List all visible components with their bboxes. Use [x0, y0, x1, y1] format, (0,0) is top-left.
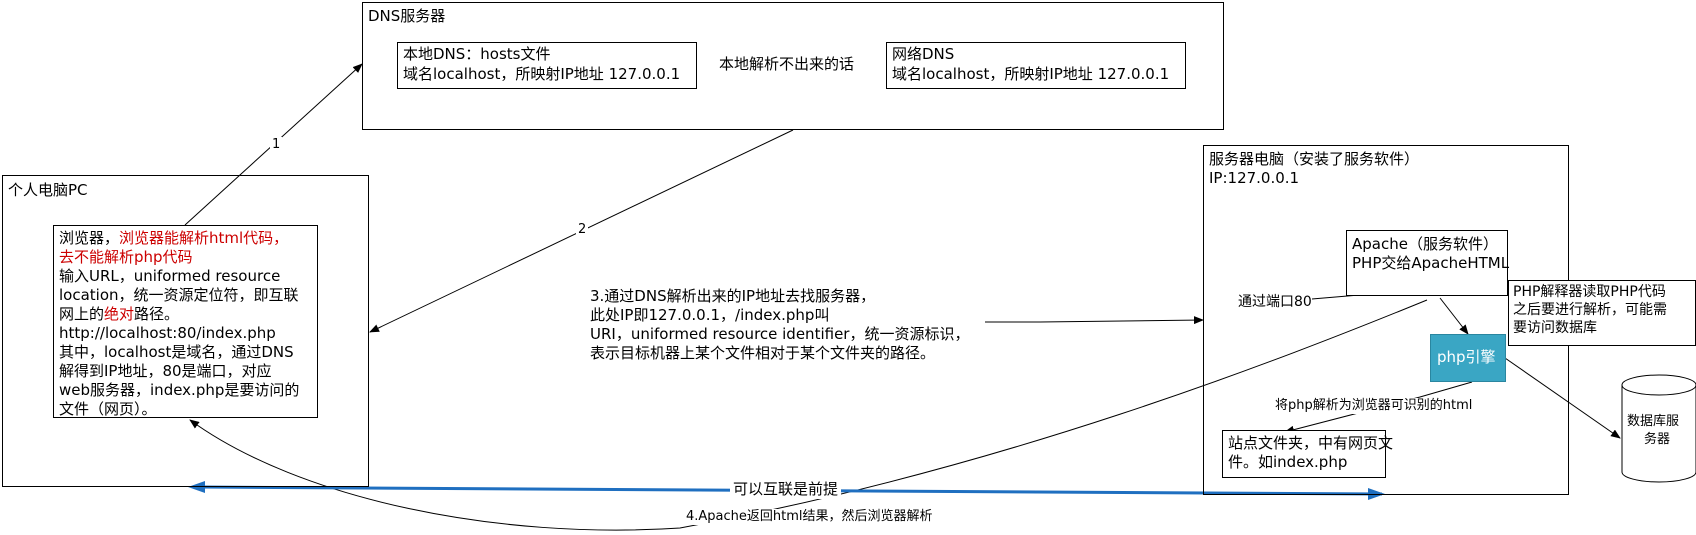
browser-l5-post: 路径。: [134, 305, 180, 323]
step2-label: 2: [576, 222, 589, 239]
internet-label: 可以互联是前提: [730, 480, 842, 499]
parse-label: 将php解析为浏览器可识别的html: [1275, 398, 1473, 415]
browser-l5-red: 绝对: [104, 305, 135, 323]
site-folder-box: [1222, 430, 1386, 478]
browser-box: [53, 225, 318, 418]
php-note-line1: PHP解释器读取PHP代码: [1513, 284, 1666, 300]
net-dns-line2: 域名localhost，所映射IP地址 127.0.0.1: [892, 65, 1170, 83]
local-dns-box: [397, 42, 697, 89]
step3-line4: 表示目标机器上某个文件相对于某个文件夹的路径。: [590, 344, 936, 362]
internet-arrow-head-left: [188, 481, 205, 493]
browser-line9: web服务器，index.php是要访问的: [59, 381, 300, 399]
site-folder-line1: 站点文件夹，中有网页文: [1228, 434, 1394, 452]
arrow-php-to-database: [1504, 357, 1621, 439]
php-engine-box: [1430, 334, 1506, 382]
net-dns-line1: 网络DNS: [892, 45, 955, 63]
browser-line7: 其中，localhost是域名，通过DNS: [59, 343, 294, 361]
browser-line1: 浏览器，浏览器能解析html代码，: [59, 229, 288, 248]
dns-server-title: DNS服务器: [368, 7, 446, 25]
step3-line1: 3.通过DNS解析出来的IP地址去找服务器，: [590, 287, 876, 305]
browser-line10: 文件（网页）。: [59, 400, 157, 418]
step4-label: 4.Apache返回html结果，然后浏览器解析: [684, 509, 935, 526]
php-note-box: [1508, 280, 1696, 346]
database-line1: 数据库服: [1627, 414, 1680, 429]
database-line2: 务器: [1644, 432, 1671, 447]
apache-box: [1346, 230, 1508, 296]
arrow-apache-to-php: [1439, 297, 1469, 335]
step3-line2: 此处IP即127.0.0.1，/index.php叫: [590, 306, 830, 324]
step1-label: 1: [270, 137, 283, 154]
arrow-php-to-site-folder: [1284, 381, 1473, 434]
fallback-label: 本地解析不出来的话: [719, 55, 855, 74]
step3-line3: URI，uniformed resource identifier，统一资源标识…: [590, 325, 970, 343]
browser-line5: 网上的绝对路径。: [59, 305, 179, 324]
browser-l1-red: 浏览器能解析html代码，: [119, 229, 289, 247]
pc-container: [2, 175, 369, 487]
server-title: 服务器电脑（安装了服务软件）: [1209, 150, 1420, 168]
browser-line6: http://localhost:80/index.php: [59, 324, 276, 342]
browser-l5-pre: 网上的: [59, 305, 105, 323]
database-cylinder: [1621, 374, 1696, 483]
arrow-step3: [985, 316, 1204, 325]
browser-line3: 输入URL，uniformed resource: [59, 267, 281, 285]
net-dns-box: [886, 42, 1186, 89]
port-label: 通过端口80: [1238, 294, 1312, 312]
server-ip: IP:127.0.0.1: [1209, 169, 1300, 187]
browser-line8: 解得到IP地址，80是端口，对应: [59, 362, 272, 380]
php-note-line2: 之后要进行解析，可能需: [1513, 302, 1667, 318]
browser-line2: 去不能解析php代码: [59, 248, 193, 266]
php-engine-label: php引擎: [1437, 348, 1496, 366]
browser-line4: location，统一资源定位符，即互联: [59, 286, 299, 304]
pc-title: 个人电脑PC: [8, 181, 88, 199]
apache-line2: PHP交给ApacheHTML: [1352, 254, 1510, 272]
browser-l1-prefix: 浏览器，: [59, 229, 120, 247]
local-dns-line2: 域名localhost，所映射IP地址 127.0.0.1: [403, 65, 681, 83]
php-note-line3: 要访问数据库: [1513, 320, 1597, 336]
site-folder-line2: 件。如index.php: [1228, 453, 1348, 471]
local-dns-line1: 本地DNS：hosts文件: [403, 45, 551, 63]
apache-line1: Apache（服务软件）: [1352, 235, 1498, 253]
